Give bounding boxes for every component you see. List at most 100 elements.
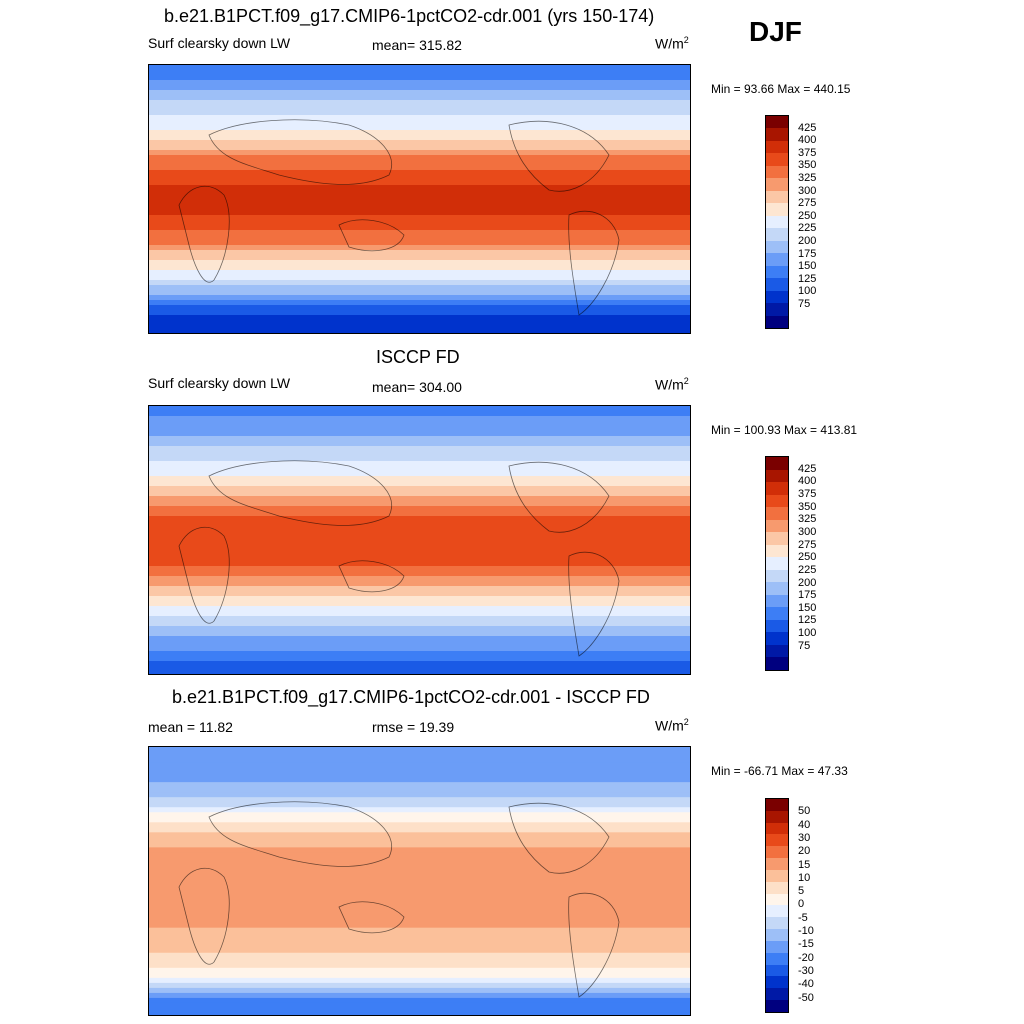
map-band [149,817,690,823]
colorbar-tick-label: 400 [798,134,817,147]
map-band [149,526,690,532]
map-band [149,456,690,462]
map-band [149,606,690,612]
map-band [149,812,690,818]
colorbar-swatch [766,140,788,154]
map-band [149,125,690,131]
map-band [149,225,690,231]
colorbar-swatch [766,469,788,483]
map-band [149,285,690,291]
map-band [149,496,690,502]
map-band [149,240,690,246]
map-band [149,666,690,672]
map-band [149,867,690,874]
map-band [149,616,690,622]
map-band [149,130,690,136]
colorbar-tick-label: 50 [798,805,811,818]
coastline [178,527,230,624]
colorbar-tick-label: 75 [798,639,811,652]
colorbar-swatch [766,215,788,229]
panel-3-map [148,746,691,1016]
panel-2-field [149,406,690,674]
map-band [149,150,690,156]
colorbar-swatch [766,929,788,941]
map-band [149,927,690,934]
map-band [149,977,690,984]
panel-3-minmax: Min = -66.71 Max = 47.33 [711,764,848,778]
map-band [149,230,690,236]
map-band [149,115,690,121]
map-band [149,807,690,813]
map-band [149,431,690,437]
colorbar-swatch [766,846,788,859]
map-band [149,200,690,206]
map-band [149,671,690,674]
colorbar-swatch [766,153,788,166]
map-band [149,822,690,828]
map-band [149,556,690,562]
colorbar-tick-label: 75 [798,298,811,310]
map-band [149,426,690,432]
map-band [149,325,690,331]
colorbar-tick-label: 10 [798,871,811,884]
panel-1-variable-label: Surf clearsky down LW [148,35,291,51]
map-band [149,596,690,602]
map-band [149,877,690,884]
map-band [149,546,690,552]
coastline [338,560,405,593]
map-band [149,902,690,909]
map-band [149,305,690,311]
colorbar-swatch [766,1000,788,1012]
map-band [149,887,690,894]
map-band [149,641,690,647]
map-band [149,165,690,171]
map-band [149,471,690,477]
map-band [149,406,690,412]
map-band [149,762,690,768]
map-band [149,255,690,261]
map-band [149,842,690,848]
colorbar-tick-label: 125 [798,272,817,285]
map-band [149,215,690,221]
map-band [149,566,690,572]
map-band [149,1012,690,1015]
map-band [149,210,690,216]
colorbar-swatch [766,116,788,129]
map-band [149,330,690,333]
map-band [149,180,690,186]
colorbar-swatch [766,893,788,906]
map-band [149,441,690,447]
colorbar-swatch [766,178,788,191]
colorbar-swatch [766,644,788,658]
map-band [149,481,690,487]
colorbar-tick-label: 20 [798,845,811,858]
map-band [149,75,690,81]
map-band [149,571,690,577]
panel-2-map [148,405,691,675]
coastline [208,801,392,867]
colorbar-tick-label: 15 [798,858,811,871]
map-band [149,987,690,994]
map-band [149,777,690,783]
colorbar-tick-label: 150 [798,260,817,273]
map-band [149,220,690,226]
colorbar-tick-label: 375 [798,487,817,500]
colorbar-tick-label: -50 [798,991,814,1004]
map-band [149,295,690,301]
panel-1-map [148,64,691,334]
map-band [149,190,690,196]
colorbar-swatch [766,544,788,558]
colorbar-tick-label: 225 [798,563,817,576]
map-band [149,531,690,537]
colorbar-tick-label: 200 [798,235,817,247]
colorbar-swatch [766,507,788,520]
map-band [149,175,690,181]
map-band [149,922,690,929]
map-band [149,80,690,86]
colorbar-swatch [766,988,788,1001]
map-band [149,451,690,457]
colorbar-tick-label: 250 [798,209,817,222]
colorbar-tick-label: 150 [798,601,817,614]
map-band [149,636,690,642]
map-band [149,942,690,949]
